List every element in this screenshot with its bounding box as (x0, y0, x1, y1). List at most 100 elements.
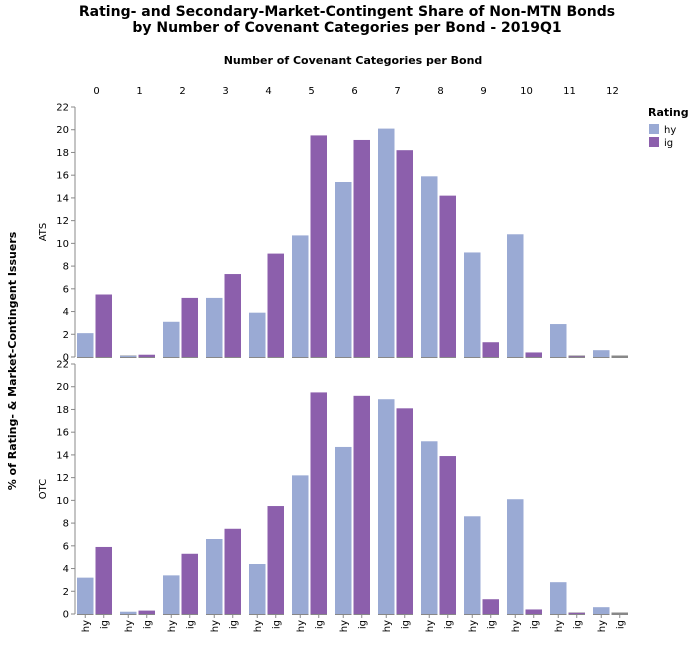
y-tick-label: 4 (63, 564, 69, 575)
x-tick-label-ig: ig (486, 620, 497, 629)
column-axis-title: Number of Covenant Categories per Bond (224, 54, 483, 67)
column-label-7: 7 (394, 86, 400, 97)
bar-otc-11-hy (550, 582, 567, 614)
y-tick-label: 14 (56, 193, 69, 204)
x-tick-label-ig: ig (357, 620, 368, 629)
x-tick-label-ig: ig (185, 620, 196, 629)
row-label-otc: OTC (38, 479, 49, 499)
x-tick-label-hy: hy (124, 620, 135, 632)
bar-ats-3-ig (224, 274, 241, 357)
bar-ats-8-hy (421, 176, 438, 357)
y-tick-label: 0 (63, 353, 69, 364)
bar-otc-2-hy (163, 575, 180, 614)
bar-otc-5-hy (292, 475, 309, 614)
x-tick-label-hy: hy (554, 620, 565, 632)
legend-label-ig: ig (664, 138, 673, 149)
x-tick-label-ig: ig (271, 620, 282, 629)
bar-otc-7-hy (378, 399, 395, 614)
bar-otc-6-ig (353, 395, 370, 614)
bar-ats-12-hy (593, 350, 610, 357)
y-tick-label: 12 (56, 473, 69, 484)
x-tick-label-hy: hy (339, 620, 350, 632)
column-label-2: 2 (179, 86, 185, 97)
y-tick-label: 22 (56, 360, 69, 371)
bar-ats-4-hy (249, 312, 266, 357)
y-tick-label: 4 (63, 307, 69, 318)
x-tick-label-hy: hy (382, 620, 393, 632)
bar-otc-0-hy (77, 577, 94, 614)
bar-ats-7-ig (396, 150, 413, 357)
facet-row-otc: OTC 0 2 4 6 8 10 12 14 16 18 20 22 (38, 360, 628, 621)
bar-ats-5-ig (310, 135, 327, 357)
x-tick-label-hy: hy (210, 620, 221, 632)
bar-otc-2-ig (181, 553, 198, 614)
chart-title-line-2: by Number of Covenant Categories per Bon… (132, 20, 561, 36)
bar-ats-1-hy (120, 355, 137, 357)
y-tick-label: 14 (56, 450, 69, 461)
column-label-10: 10 (520, 86, 533, 97)
legend: hy ig (649, 124, 676, 149)
bar-otc-12-hy (593, 607, 610, 614)
bar-ats-9-ig (482, 342, 499, 357)
y-tick-label: 10 (56, 239, 69, 250)
bar-otc-3-hy (206, 539, 223, 614)
y-tick-label: 10 (56, 496, 69, 507)
legend-swatch-hy (649, 124, 659, 134)
facet-row-ats: ATS 0 2 4 6 8 10 12 14 16 18 20 22 (38, 103, 628, 364)
y-axis-title: % of Rating- & Market-Contingent Issuers (6, 231, 19, 490)
bar-ats-10-hy (507, 234, 524, 357)
column-label-4: 4 (265, 86, 271, 97)
x-tick-label-ig: ig (228, 620, 239, 629)
bar-ats-0-hy (77, 333, 94, 357)
x-tick-label-ig: ig (99, 620, 110, 629)
column-label-1: 1 (136, 86, 142, 97)
bar-otc-8-ig (439, 456, 456, 614)
bar-ats-2-ig (181, 297, 198, 357)
bar-ats-0-ig (95, 294, 112, 357)
x-tick-label-hy: hy (425, 620, 436, 632)
bar-otc-10-hy (507, 499, 524, 614)
bar-ats-6-ig (353, 139, 370, 357)
bar-ats-8-ig (439, 195, 456, 357)
column-label-11: 11 (563, 86, 576, 97)
row-label-ats: ATS (38, 223, 49, 242)
y-tick-label: 22 (56, 103, 69, 114)
bar-otc-3-ig (224, 528, 241, 614)
x-tick-label-hy: hy (296, 620, 307, 632)
y-tick-label: 12 (56, 216, 69, 227)
x-tick-label-hy: hy (253, 620, 264, 632)
x-tick-label-hy: hy (597, 620, 608, 632)
bar-otc-1-hy (120, 611, 137, 614)
x-tick-label-ig: ig (314, 620, 325, 629)
legend-title: Rating (648, 106, 689, 119)
column-label-12: 12 (606, 86, 619, 97)
x-tick-label-hy: hy (167, 620, 178, 632)
bar-ats-10-ig (525, 352, 542, 357)
y-tick-label: 0 (63, 610, 69, 621)
chart-title-line-1: Rating- and Secondary-Market-Contingent … (79, 4, 615, 20)
x-tick-label-ig: ig (529, 620, 540, 629)
y-tick-label: 16 (56, 428, 69, 439)
bar-ats-5-hy (292, 235, 309, 357)
y-tick-label: 8 (63, 262, 69, 273)
y-tick-label: 16 (56, 171, 69, 182)
column-label-6: 6 (351, 86, 357, 97)
bar-ats-11-ig (568, 356, 585, 357)
x-tick-label-hy: hy (511, 620, 522, 632)
bar-otc-9-ig (482, 599, 499, 614)
bar-ats-7-hy (378, 128, 395, 357)
bar-otc-4-ig (267, 506, 284, 614)
y-tick-label: 8 (63, 519, 69, 530)
bar-otc-5-ig (310, 392, 327, 614)
bar-ats-2-hy (163, 321, 180, 357)
bar-otc-10-ig (525, 609, 542, 614)
bar-ats-9-hy (464, 252, 481, 357)
legend-swatch-ig (649, 137, 659, 147)
x-tick-label-ig: ig (572, 620, 583, 629)
bar-ats-11-hy (550, 324, 567, 357)
column-label-3: 3 (222, 86, 228, 97)
bar-ats-3-hy (206, 297, 223, 357)
x-tick-label-ig: ig (615, 620, 626, 629)
bar-ats-4-ig (267, 253, 284, 357)
